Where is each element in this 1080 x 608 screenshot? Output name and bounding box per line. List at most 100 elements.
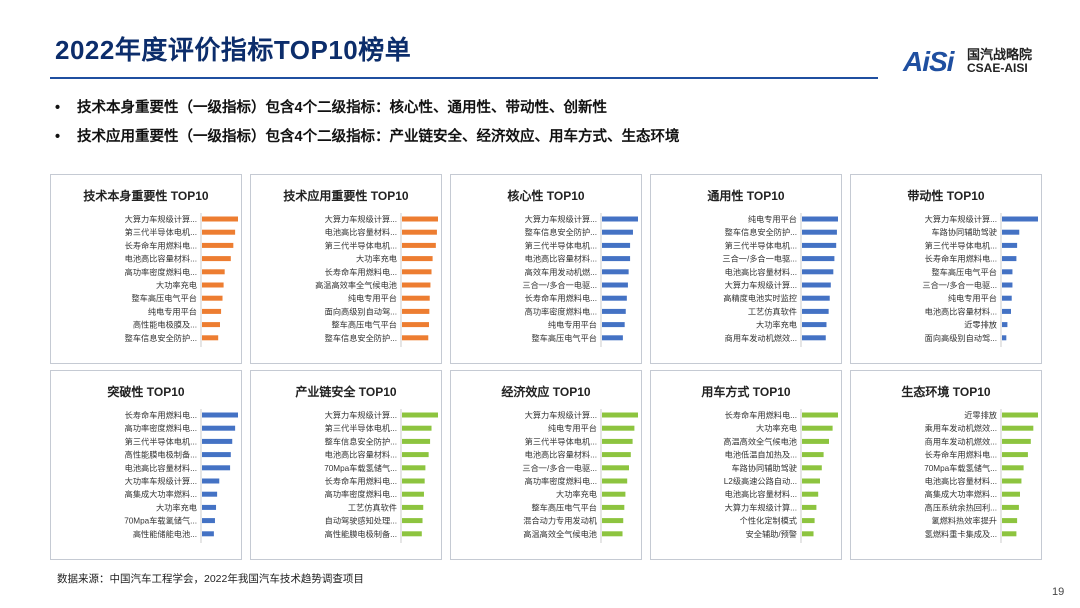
bar xyxy=(602,269,629,275)
bar xyxy=(202,282,224,288)
category-label: 长寿命车用燃料电... xyxy=(125,410,197,420)
data-source-note: 数据来源：中国汽车工程学会，2022年我国汽车技术趋势调查项目 xyxy=(57,573,364,585)
bar xyxy=(602,518,624,524)
bar xyxy=(202,465,231,471)
category-label: 高集成大功率燃料... xyxy=(925,489,997,499)
bar xyxy=(602,412,638,418)
bar xyxy=(202,295,223,301)
bar xyxy=(802,518,815,524)
category-label: 高温高效全气候电池 xyxy=(723,436,797,446)
bar xyxy=(402,295,430,301)
category-label: 电池高比容量材料... xyxy=(125,254,197,264)
bar xyxy=(402,308,430,314)
bar xyxy=(202,452,231,458)
category-label: 长寿命车用燃料电... xyxy=(325,267,397,277)
category-label: 大算力车规级计算... xyxy=(925,214,997,224)
category-label: 第三代半导体电机... xyxy=(525,436,597,446)
category-label: 大算力车规级计算... xyxy=(725,280,797,290)
category-label: 第三代半导体电机... xyxy=(125,436,197,446)
page-title: 2022年度评价指标TOP10榜单 xyxy=(55,35,412,65)
bar xyxy=(802,465,822,471)
bar xyxy=(202,322,220,328)
bar xyxy=(1002,504,1019,510)
bar xyxy=(402,452,429,458)
bar xyxy=(402,478,425,484)
bar xyxy=(1002,229,1020,235)
bar xyxy=(402,518,423,524)
bar xyxy=(202,491,218,497)
bar xyxy=(1002,269,1013,275)
bar xyxy=(202,504,217,510)
bar xyxy=(1002,308,1011,314)
bar xyxy=(202,256,231,262)
category-label: 近零排放 xyxy=(964,410,997,420)
bar xyxy=(802,425,833,431)
chart-panel: 核心性 TOP10 大算力车规级计算... 整车信息安全防护... 第三代半导体电机.… xyxy=(450,174,642,364)
bullet-text: 技术应用重要性（一级指标）包含4个二级指标：产业链安全、经济效应、用车方式、生态… xyxy=(77,129,680,145)
category-label: 高功率密度燃料电... xyxy=(125,267,197,277)
category-label: 第三代半导体电机... xyxy=(725,240,797,250)
logo-mark: AiSi xyxy=(903,46,954,77)
bar xyxy=(402,229,437,235)
category-label: 高功率密度燃料电... xyxy=(325,489,397,499)
category-label: 整车高压电气平台 xyxy=(531,333,597,343)
bar xyxy=(802,438,829,444)
category-label: 高功率密度燃料电... xyxy=(525,306,597,316)
category-label: 大功率充电 xyxy=(356,254,397,264)
bullet-dot: • xyxy=(55,129,61,145)
category-label: 电池高比容量材料... xyxy=(325,450,397,460)
bar xyxy=(1002,216,1038,222)
category-label: 个性化定制模式 xyxy=(740,516,797,526)
category-label: 氢燃料重卡集成及... xyxy=(925,529,997,539)
category-label: 长寿命车用燃料电... xyxy=(525,293,597,303)
category-label: 长寿命车用燃料电... xyxy=(925,254,997,264)
bar xyxy=(402,242,436,248)
bar xyxy=(802,322,827,328)
bar xyxy=(802,282,831,288)
logo-en-text: CSAE-AISI xyxy=(967,61,1028,75)
bar xyxy=(1002,335,1007,341)
category-label: 整车高压电气平台 xyxy=(131,293,197,303)
page-number: 19 xyxy=(1052,586,1065,598)
category-label: 大算力车规级计算... xyxy=(325,214,397,224)
bar xyxy=(402,269,432,275)
category-label: 大功率充电 xyxy=(156,502,197,512)
bullet-item: • 技术本身重要性（一级指标）包含4个二级指标：核心性、通用性、带动性、创新性 xyxy=(55,98,680,127)
category-label: 氢燃料热效率提升 xyxy=(931,516,997,526)
category-label: 长寿命车用燃料电... xyxy=(725,410,797,420)
category-label: 高性能膜电极制备... xyxy=(125,450,197,460)
category-label: 大算力车规级计算... xyxy=(125,214,197,224)
category-label: 长寿命车用燃料电... xyxy=(325,476,397,486)
chart-panel: 用车方式 TOP10 长寿命车用燃料电... 大功率充电 高温高效全气候电池 电池低温自… xyxy=(650,370,842,560)
bar xyxy=(802,269,834,275)
bar xyxy=(202,269,225,275)
bar xyxy=(402,504,424,510)
bar xyxy=(202,478,220,484)
chart-title: 经济效应 TOP10 xyxy=(501,385,591,399)
bar xyxy=(202,229,236,235)
bar xyxy=(802,295,830,301)
category-label: 第三代半导体电机... xyxy=(925,240,997,250)
bar xyxy=(1002,465,1024,471)
bar xyxy=(402,322,429,328)
bar xyxy=(1002,491,1020,497)
category-label: 工艺仿真软件 xyxy=(748,306,797,316)
bar-chart: 大算力车规级计算... 电池高比容量材料... 第三代半导体电机... 大功率充电长寿… xyxy=(315,213,438,347)
bar xyxy=(602,242,631,248)
bar xyxy=(1002,452,1028,458)
bullet-item: • 技术应用重要性（一级指标）包含4个二级指标：产业链安全、经济效应、用车方式、生… xyxy=(55,127,680,156)
category-label: 第三代半导体电机... xyxy=(325,240,397,250)
category-label: 整车高压电气平台 xyxy=(331,320,397,330)
bar xyxy=(1002,531,1017,537)
bar xyxy=(402,491,424,497)
bar xyxy=(1002,425,1034,431)
category-label: 电池高比容量材料... xyxy=(925,476,997,486)
bar xyxy=(602,504,625,510)
category-label: 高性能膜电极制备... xyxy=(325,529,397,539)
bar xyxy=(202,308,222,314)
category-label: 第三代半导体电机... xyxy=(125,227,197,237)
